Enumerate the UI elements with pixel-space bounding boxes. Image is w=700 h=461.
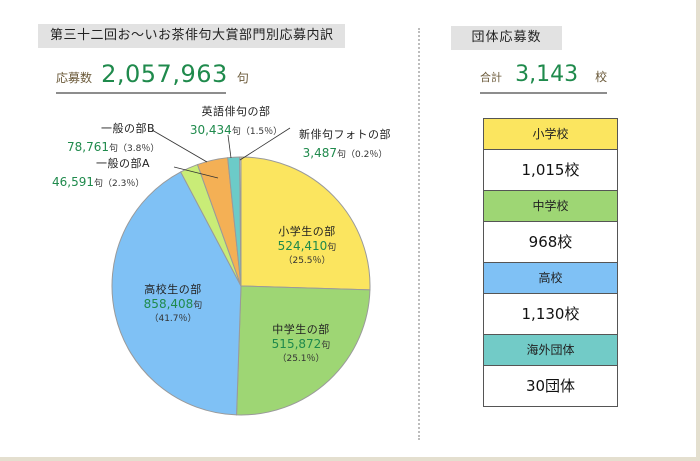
slice-category: 小学生の部 bbox=[278, 225, 336, 238]
slice-category: 高校生の部 bbox=[144, 283, 202, 296]
slice-value-unit: 句 bbox=[327, 243, 337, 253]
frame-border-right bbox=[696, 0, 700, 461]
group-total-unit: 校 bbox=[595, 70, 608, 84]
slice-percent: （1.5％） bbox=[240, 127, 283, 137]
slice-value-unit: 句 bbox=[94, 179, 104, 189]
slice-value-number: 78,761 bbox=[67, 140, 109, 154]
slice-label-english: 英語俳句の部 30,434句（1.5％） bbox=[181, 103, 291, 138]
slice-value: 3,487句（0.2％） bbox=[295, 142, 395, 161]
group-total-label: 合計 bbox=[480, 71, 502, 84]
leader-line-photo bbox=[239, 127, 291, 161]
pie-slice bbox=[236, 285, 371, 416]
slice-value-unit: 句 bbox=[231, 127, 241, 137]
slice-percent: （41.7％） bbox=[149, 314, 197, 324]
total-entries-unit: 句 bbox=[236, 71, 249, 85]
slice-label-general-b: 一般の部B 78,761句（3.8％） bbox=[67, 120, 187, 155]
leader-lines bbox=[151, 127, 291, 179]
slice-category: 英語俳句の部 bbox=[201, 105, 271, 118]
leader-line-english bbox=[227, 134, 232, 159]
slice-value-number: 858,408 bbox=[143, 297, 194, 311]
row-header-elementary: 小学校 bbox=[484, 119, 617, 150]
slice-value-unit: 句 bbox=[321, 341, 331, 351]
slice-label-junior-high: 中学生の部 515,872句 （25.1％） bbox=[256, 321, 346, 364]
slice-value-number: 3,487 bbox=[302, 146, 337, 160]
slice-value: 515,872句 bbox=[256, 337, 346, 351]
leader-line-ippan-b bbox=[151, 129, 208, 163]
slice-value: 524,410句 bbox=[262, 239, 352, 253]
frame-border-bottom bbox=[0, 457, 700, 461]
total-entries-value: 2,057,963 bbox=[101, 60, 228, 88]
row-value-elementary: 1,015校 bbox=[484, 150, 617, 191]
total-entries-label: 応募数 bbox=[56, 71, 93, 85]
row-header-junior-high: 中学校 bbox=[484, 191, 617, 222]
pie-slice bbox=[239, 156, 242, 287]
pie-slice bbox=[111, 171, 242, 416]
slice-percent: （0.2％） bbox=[346, 150, 388, 160]
slice-label-high-school: 高校生の部 858,408句 （41.7％） bbox=[128, 281, 218, 324]
slice-value-unit: 句 bbox=[193, 301, 203, 311]
slice-percent: （3.8％） bbox=[118, 144, 160, 154]
panel-divider bbox=[418, 28, 420, 440]
slice-category: 一般の部A bbox=[95, 157, 150, 170]
group-entries-total: 合計 3,143 校 bbox=[480, 62, 607, 94]
group-total-value: 3,143 bbox=[515, 62, 579, 87]
row-header-overseas: 海外団体 bbox=[484, 335, 617, 366]
slice-percent: （25.5％） bbox=[283, 256, 331, 266]
slice-category: 中学生の部 bbox=[272, 323, 330, 336]
slice-label-elementary: 小学生の部 524,410句 （25.5％） bbox=[262, 223, 352, 266]
leader-line-ippan-a bbox=[173, 166, 219, 179]
total-entries: 応募数 2,057,963 句 bbox=[56, 60, 249, 94]
slice-label-photo: 新俳句フォトの部 3,487句（0.2％） bbox=[295, 126, 395, 161]
slice-value-number: 46,591 bbox=[52, 175, 94, 189]
slice-percent: （2.3％） bbox=[103, 179, 145, 189]
slice-value-number: 515,872 bbox=[271, 337, 322, 351]
slice-value-unit: 句 bbox=[337, 150, 347, 160]
slice-category: 一般の部B bbox=[100, 122, 155, 135]
slice-value-number: 30,434 bbox=[189, 123, 232, 137]
group-entries-table: 小学校 1,015校 中学校 968校 高校 1,130校 海外団体 30団体 bbox=[483, 118, 618, 407]
slice-category: 新俳句フォトの部 bbox=[299, 128, 391, 141]
slice-value: 858,408句 bbox=[128, 297, 218, 311]
slice-value-unit: 句 bbox=[109, 144, 119, 154]
pie-slice bbox=[240, 156, 371, 291]
slice-value: 46,591句（2.3％） bbox=[52, 171, 172, 190]
row-header-high-school: 高校 bbox=[484, 263, 617, 294]
row-value-high-school: 1,130校 bbox=[484, 294, 617, 335]
slice-value: 78,761句（3.8％） bbox=[67, 136, 187, 155]
row-value-overseas: 30団体 bbox=[484, 366, 617, 406]
pie-slices bbox=[111, 156, 371, 416]
slice-percent: （25.1％） bbox=[277, 354, 325, 364]
row-value-junior-high: 968校 bbox=[484, 222, 617, 263]
group-entries-title: 団体応募数 bbox=[451, 26, 562, 50]
slice-label-general-a: 一般の部A 46,591句（2.3％） bbox=[52, 155, 172, 190]
slice-value-number: 524,410 bbox=[277, 239, 328, 253]
slice-value: 30,434句（1.5％） bbox=[181, 119, 291, 138]
chart-title: 第三十二回お～いお茶俳句大賞部門別応募内訳 bbox=[38, 24, 345, 48]
